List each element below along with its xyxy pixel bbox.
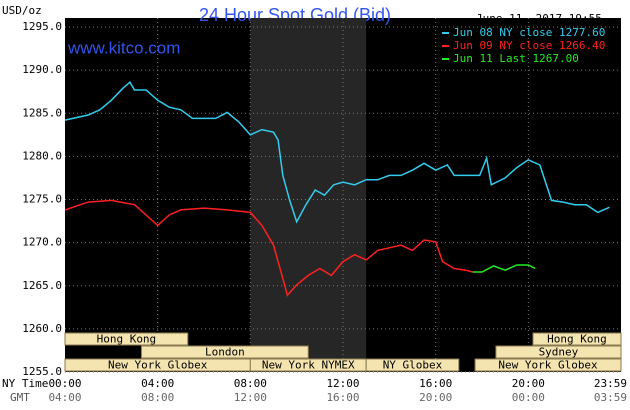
x2-tick-label: 12:00 <box>234 391 267 404</box>
session-label: New York Globex <box>108 359 208 372</box>
session-bar <box>365 358 460 372</box>
session-label: New York NYMEX <box>262 359 355 372</box>
session-bar <box>140 345 309 359</box>
x2-tick-label: 16:00 <box>326 391 359 404</box>
x2-tick-label: 04:00 <box>48 391 81 404</box>
x-tick-label: 08:00 <box>234 377 267 390</box>
session-bar <box>474 358 622 372</box>
y-tick-label: 1290.0 <box>22 63 62 76</box>
highlight-band <box>250 18 367 372</box>
series-line <box>472 264 536 273</box>
y-tick-label: 1270.0 <box>22 236 62 249</box>
date-label: June 11, 2017 19:55 <box>476 12 602 25</box>
series-line <box>64 199 473 297</box>
x2-tick-label: 03:59 <box>594 391 627 404</box>
session-label: NY Globex <box>383 359 443 372</box>
x2-tick-label: 00:00 <box>512 391 545 404</box>
session-label: Sydney <box>539 346 579 359</box>
legend-label: Jun 08 NY close 1277.60 <box>453 26 605 39</box>
subtitle: www.kitco.com <box>67 38 180 57</box>
session-bar <box>64 332 189 346</box>
x2-tick-label: 20:00 <box>419 391 452 404</box>
session-label: London <box>205 346 245 359</box>
y-tick-label: 1285.0 <box>22 106 62 119</box>
y-tick-label: 1260.0 <box>22 322 62 335</box>
x-axis-label: NY Time <box>2 377 48 390</box>
y-tick-label: 1295.0 <box>22 20 62 33</box>
x-tick-label: 16:00 <box>419 377 452 390</box>
y-tick-label: 1275.0 <box>22 193 62 206</box>
series-line <box>64 81 610 224</box>
y-tick-label: 1280.0 <box>22 149 62 162</box>
session-label: New York Globex <box>498 359 598 372</box>
session-bar <box>495 345 622 359</box>
x2-tick-label: 08:00 <box>141 391 174 404</box>
x-tick-label: 04:00 <box>141 377 174 390</box>
x2-axis-label: GMT <box>10 391 30 404</box>
y-tick-label: 1255.0 <box>22 365 62 378</box>
session-bar <box>532 332 622 346</box>
session-label: Hong Kong <box>547 333 607 346</box>
y-axis-label: USD/oz <box>2 4 42 17</box>
x-tick-label: 00:00 <box>48 377 81 390</box>
x-tick-label: 23:59 <box>594 377 627 390</box>
x-tick-label: 12:00 <box>326 377 359 390</box>
legend-label: Jun 11 Last 1267.00 <box>453 52 579 65</box>
y-tick-label: 1265.0 <box>22 279 62 292</box>
session-label: Hong Kong <box>97 333 157 346</box>
x-tick-label: 20:00 <box>512 377 545 390</box>
legend-label: Jun 09 NY close 1266.40 <box>453 39 605 52</box>
